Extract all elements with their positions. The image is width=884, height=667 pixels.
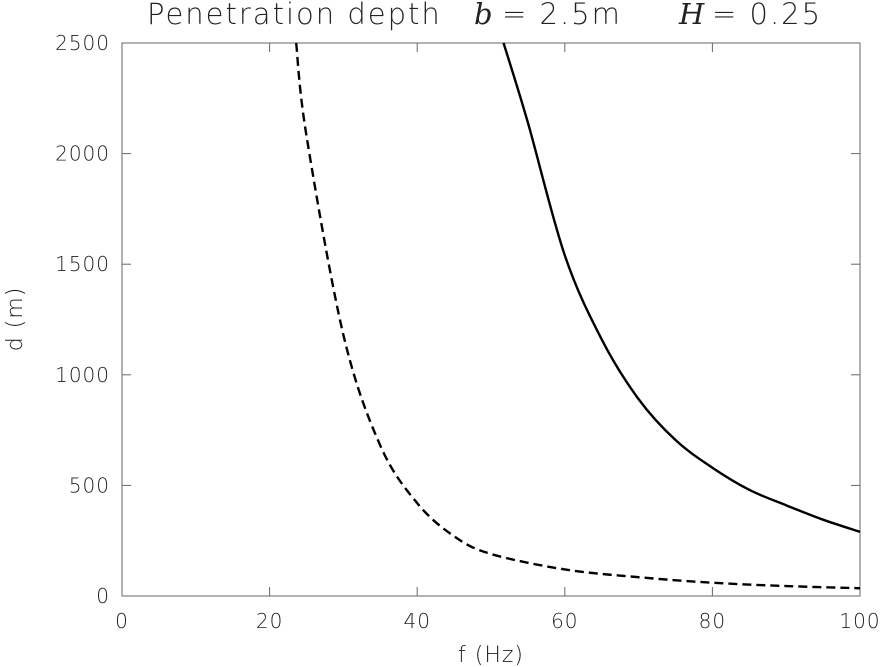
plot-area-frame bbox=[121, 42, 861, 597]
x-tick-label: 100 bbox=[839, 609, 880, 633]
data-series bbox=[294, 42, 861, 590]
y-axis-label: d (m) bbox=[3, 287, 28, 352]
y-tick-label: 1000 bbox=[55, 363, 110, 387]
x-axis-ticks bbox=[121, 43, 861, 596]
y-axis-ticks bbox=[122, 42, 860, 597]
chart-title-param2-value: = 0.25 bbox=[712, 0, 822, 31]
y-tick-label: 2000 bbox=[55, 142, 110, 166]
x-tick-label: 20 bbox=[256, 609, 283, 633]
x-tick-label: 60 bbox=[551, 609, 578, 633]
chart-title: Penetration depth b = 2.5m H = 0.25 bbox=[147, 0, 822, 31]
x-tick-label: 80 bbox=[699, 609, 726, 633]
x-tick-label: 40 bbox=[403, 609, 430, 633]
y-tick-label: 0 bbox=[96, 584, 110, 608]
y-tick-label: 1500 bbox=[55, 252, 110, 276]
x-axis-tick-labels: 0 20 40 60 80 100 bbox=[115, 609, 880, 633]
chart-title-param2-symbol: H bbox=[678, 0, 705, 31]
series-line-dashed bbox=[294, 42, 861, 590]
y-tick-label: 500 bbox=[69, 473, 110, 497]
series-line-solid bbox=[502, 42, 861, 533]
y-tick-label: 2500 bbox=[55, 31, 110, 55]
chart-title-main: Penetration depth bbox=[147, 0, 442, 31]
y-axis-tick-labels: 0 500 1000 1500 2000 2500 bbox=[55, 31, 110, 608]
chart-title-param1-value: = 2.5m bbox=[502, 0, 622, 31]
x-tick-label: 0 bbox=[115, 609, 129, 633]
x-axis-label: f (Hz) bbox=[458, 643, 524, 667]
chart-title-param1-symbol: b bbox=[474, 0, 493, 31]
